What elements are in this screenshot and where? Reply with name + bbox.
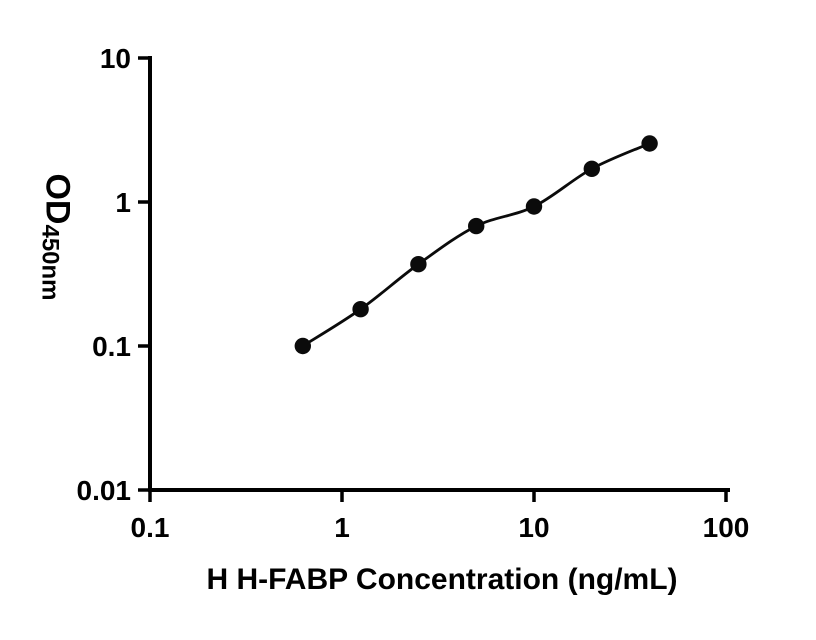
y-axis-label-subscript: 450nm <box>36 224 64 301</box>
y-axis-label: OD450nm <box>36 173 77 301</box>
data-point <box>352 301 369 318</box>
x-tick-label: 0.1 <box>131 512 170 543</box>
y-tick-label: 10 <box>100 43 131 74</box>
x-axis-label: H H-FABP Concentration (ng/mL) <box>206 563 678 596</box>
data-point <box>410 256 427 273</box>
x-tick-label: 1 <box>334 512 350 543</box>
y-tick-label: 0.01 <box>77 475 132 506</box>
y-tick-label: 0.1 <box>92 331 131 362</box>
data-point <box>641 135 658 152</box>
data-point <box>525 198 543 215</box>
y-tick-label: 1 <box>115 187 131 218</box>
data-point <box>294 337 311 355</box>
x-tick-label: 100 <box>703 512 750 543</box>
y-axis-label-main: OD <box>38 173 77 225</box>
data-point <box>583 160 600 177</box>
x-tick-label: 10 <box>518 512 549 543</box>
data-point <box>468 217 485 235</box>
